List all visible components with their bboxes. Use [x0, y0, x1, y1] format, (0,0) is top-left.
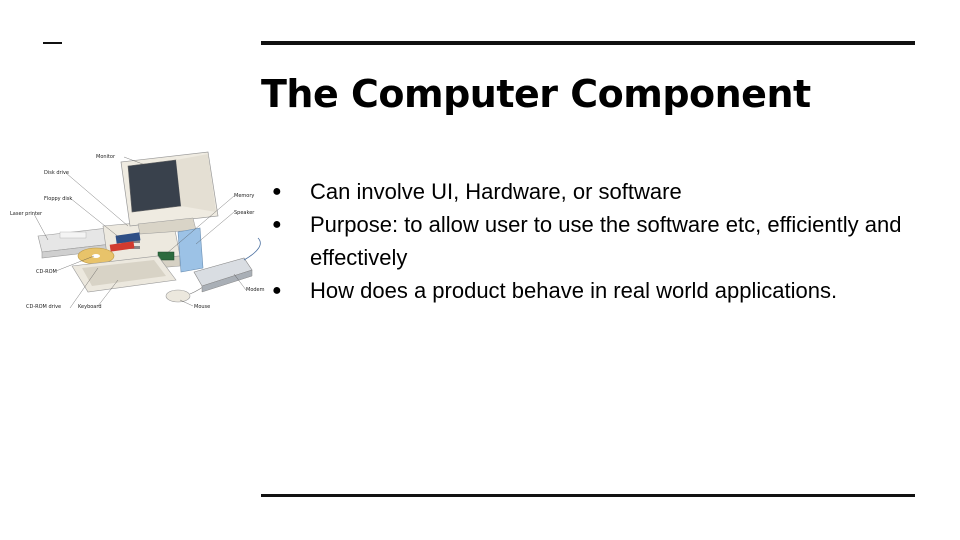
bullet-dot-icon: ●	[272, 282, 282, 299]
laser-printer-icon	[37, 227, 113, 259]
label-floppy-disk: Floppy disk	[44, 196, 72, 202]
speaker-icon	[177, 227, 204, 273]
bullet-dot-icon: ●	[272, 183, 282, 200]
bullet-text: How does a product behave in real world …	[310, 278, 838, 303]
bullet-item: ● How does a product behave in real worl…	[272, 274, 912, 307]
bullet-item: ● Can involve UI, Hardware, or software	[272, 175, 912, 208]
modem-icon	[193, 237, 261, 293]
label-keyboard: Keyboard	[78, 304, 102, 310]
bullet-dot-icon: ●	[272, 216, 282, 233]
monitor-icon	[120, 151, 219, 235]
top-rule	[261, 41, 915, 45]
bottom-rule	[261, 494, 915, 497]
label-mouse: Mouse	[194, 304, 210, 310]
label-monitor: Monitor	[96, 154, 116, 160]
slide-title: The Computer Component	[261, 72, 811, 116]
label-modem: Modem	[246, 287, 265, 293]
label-laser-printer: Laser printer	[10, 211, 43, 217]
label-speaker: Speaker	[234, 210, 255, 216]
bullet-item: ● Purpose: to allow user to use the soft…	[272, 208, 912, 274]
computer-components-illustration: Monitor Disk drive Floppy disk Laser pri…	[10, 151, 265, 310]
keyboard-icon	[71, 255, 177, 293]
bullet-text: Purpose: to allow user to use the softwa…	[310, 212, 902, 270]
label-memory: Memory	[234, 193, 254, 199]
label-disk-drive: Disk drive	[44, 170, 69, 176]
floppy-disk-icon	[109, 232, 141, 252]
bullet-text: Can involve UI, Hardware, or software	[310, 179, 682, 204]
slide-corner-dash	[43, 42, 62, 44]
label-cd-rom-drive: CD-ROM drive	[26, 304, 61, 310]
label-cd-rom: CD-ROM	[36, 269, 57, 275]
bullet-list: ● Can involve UI, Hardware, or software …	[272, 175, 912, 307]
